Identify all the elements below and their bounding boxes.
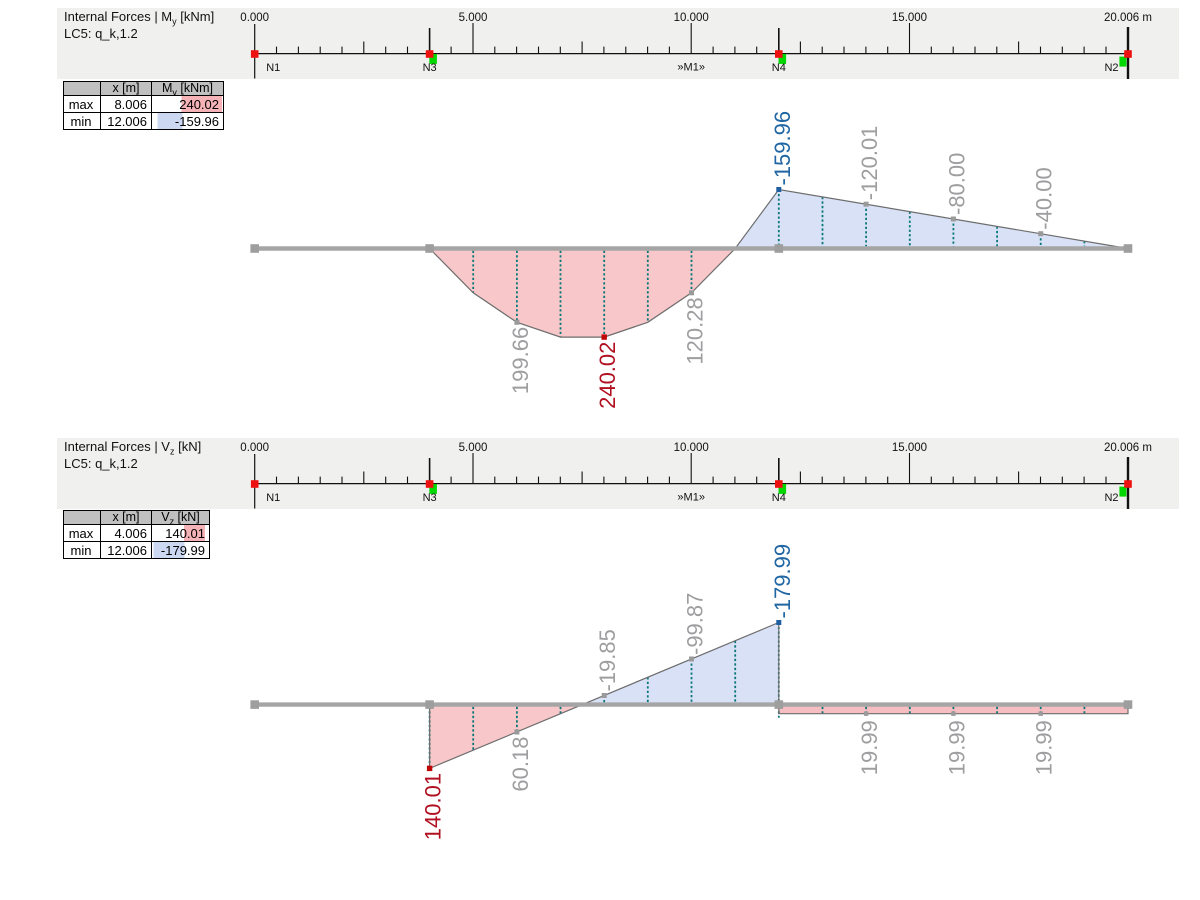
svg-text:-80.00: -80.00 (944, 153, 969, 215)
svg-text:»M1»: »M1» (677, 492, 705, 504)
svg-text:15.000: 15.000 (892, 12, 927, 24)
svg-text:19.99: 19.99 (944, 720, 969, 775)
svg-text:20.006 m: 20.006 m (1104, 442, 1152, 454)
svg-text:N3: N3 (423, 492, 437, 504)
svg-text:N2: N2 (1104, 62, 1118, 74)
svg-text:-19.85: -19.85 (595, 629, 620, 691)
svg-text:N1: N1 (266, 492, 280, 504)
svg-text:10.000: 10.000 (674, 12, 709, 24)
svg-text:120.28: 120.28 (683, 297, 708, 364)
svg-text:15.000: 15.000 (892, 442, 927, 454)
svg-text:»M1»: »M1» (677, 62, 705, 74)
svg-text:140.01: 140.01 (421, 773, 446, 840)
svg-text:199.66: 199.66 (508, 327, 533, 394)
svg-text:20.006 m: 20.006 m (1104, 12, 1152, 24)
svg-text:N2: N2 (1104, 492, 1118, 504)
svg-text:10.000: 10.000 (674, 442, 709, 454)
svg-text:5.000: 5.000 (459, 442, 488, 454)
svg-text:-99.87: -99.87 (683, 593, 708, 655)
svg-text:0.000: 0.000 (240, 442, 269, 454)
svg-text:N1: N1 (266, 62, 280, 74)
svg-text:-179.99: -179.99 (770, 544, 795, 619)
svg-text:0.000: 0.000 (240, 12, 269, 24)
svg-text:-120.01: -120.01 (857, 126, 882, 201)
svg-text:N4: N4 (772, 492, 786, 504)
svg-text:-159.96: -159.96 (770, 111, 795, 186)
svg-text:19.99: 19.99 (1032, 720, 1057, 775)
svg-text:N4: N4 (772, 62, 786, 74)
svg-text:N3: N3 (423, 62, 437, 74)
svg-text:60.18: 60.18 (508, 737, 533, 792)
svg-text:5.000: 5.000 (459, 12, 488, 24)
svg-text:240.02: 240.02 (595, 342, 620, 409)
svg-text:19.99: 19.99 (857, 720, 882, 775)
svg-text:-40.00: -40.00 (1032, 167, 1057, 229)
